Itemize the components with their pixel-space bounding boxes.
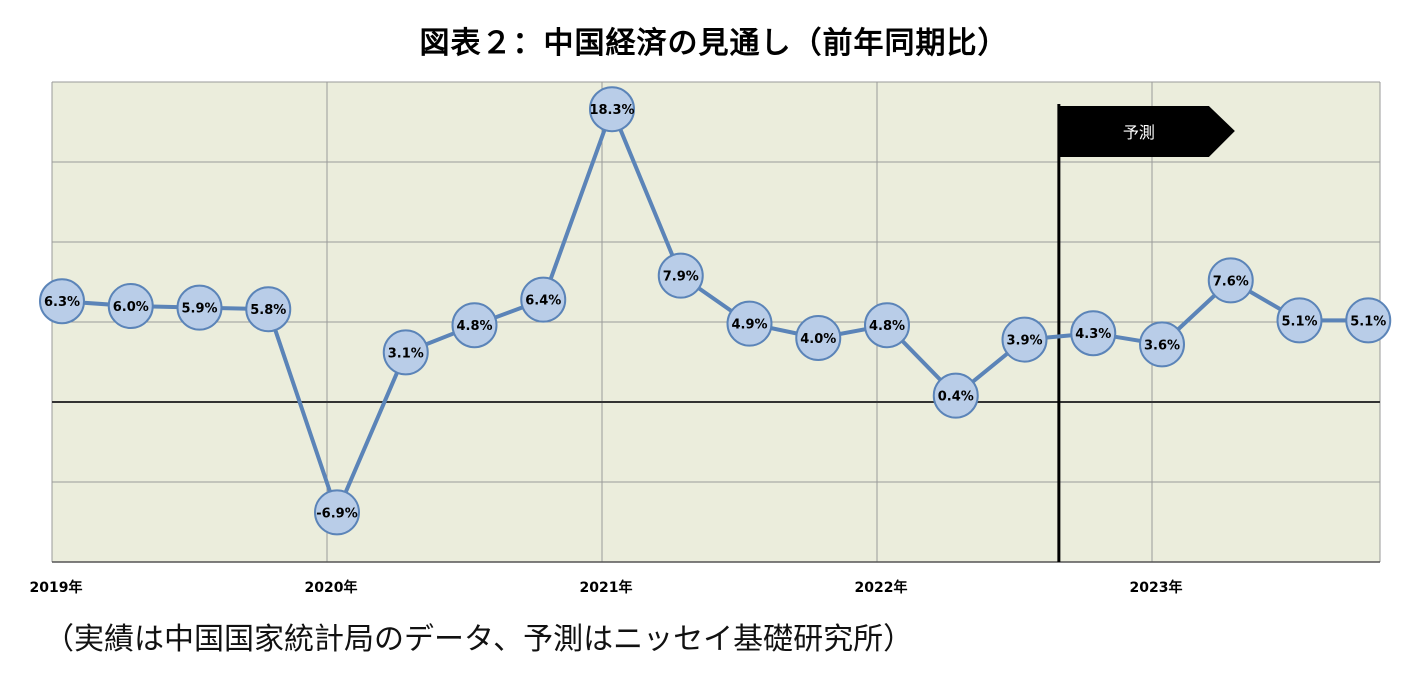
data-point: 4.9%	[726, 300, 773, 347]
data-point-marker	[589, 86, 635, 133]
data-point: 6.3%	[39, 278, 85, 325]
data-point: 3.1%	[382, 329, 429, 376]
data-point: 3.9%	[1001, 316, 1048, 363]
data-label: 5.8%	[250, 303, 286, 318]
data-label: 5.9%	[181, 302, 217, 317]
data-point: 4.0%	[795, 315, 842, 361]
data-label: 3.1%	[388, 346, 424, 361]
data-label: 6.4%	[525, 294, 561, 309]
data-point: 7.6%	[1207, 257, 1254, 304]
data-label: 4.0%	[800, 332, 836, 347]
data-point-marker	[657, 252, 704, 299]
data-label: 18.3%	[589, 103, 634, 118]
data-point-marker	[520, 276, 567, 323]
source-note: （実績は中国国家統計局のデータ、予測はニッセイ基礎研究所）	[44, 622, 914, 657]
data-point: 5.8%	[245, 286, 292, 333]
data-point-marker	[39, 278, 85, 325]
forecast-label: 予測	[1123, 123, 1155, 142]
data-point-marker	[1276, 297, 1323, 344]
x-tick-label: 2022年	[855, 579, 908, 596]
data-label: 6.0%	[113, 300, 149, 315]
data-label: 0.4%	[938, 390, 974, 405]
data-label: 3.9%	[1006, 334, 1042, 349]
data-label: 4.8%	[456, 319, 492, 334]
x-tick-label: 2021年	[580, 579, 633, 596]
x-tick-label: 2020年	[305, 579, 358, 596]
data-point: -6.9%	[314, 489, 360, 536]
x-axis: 2019年 2020年 2021年 2022年 2023年	[30, 579, 1183, 596]
data-point-marker	[314, 489, 360, 536]
data-point-marker	[864, 302, 910, 349]
data-label: 5.1%	[1350, 314, 1386, 329]
forecast-flag: 予測	[1057, 104, 1235, 562]
data-point-marker	[451, 302, 498, 349]
data-label: 7.6%	[1213, 274, 1249, 289]
data-point-marker	[795, 315, 842, 361]
data-label: 4.8%	[869, 319, 905, 334]
data-point-marker	[1207, 257, 1254, 304]
x-tick-label: 2019年	[30, 579, 83, 596]
data-point-marker	[1139, 321, 1185, 368]
x-tick-label: 2023年	[1130, 579, 1183, 596]
data-points: 6.3% 6.0% 5.9% 5.8% -6.9% 3.1% 4.8% 6.4% 18.3% 7.…	[39, 86, 1392, 536]
data-point-marker	[1070, 310, 1117, 357]
data-label: 5.1%	[1281, 314, 1317, 329]
data-point: 3.6%	[1139, 321, 1185, 368]
data-point: 6.4%	[520, 276, 567, 323]
data-point: 0.4%	[932, 372, 979, 419]
data-point-marker	[932, 372, 979, 419]
data-point-marker	[245, 286, 292, 333]
data-point-marker	[1345, 297, 1392, 344]
chart-title: 図表２：中国経済の見通し（前年同期比）	[419, 26, 1009, 61]
data-label: -6.9%	[316, 506, 357, 521]
data-label: 7.9%	[663, 270, 699, 285]
data-point: 5.1%	[1276, 297, 1323, 344]
data-point-marker	[726, 300, 773, 347]
forecast-banner	[1058, 106, 1235, 157]
data-label: 4.9%	[731, 318, 767, 333]
data-point: 5.9%	[176, 284, 223, 331]
data-point: 6.0%	[107, 283, 154, 329]
data-label: 6.3%	[44, 295, 80, 310]
data-point: 7.9%	[657, 252, 704, 299]
data-point-marker	[1001, 316, 1048, 363]
data-label: 3.6%	[1144, 338, 1180, 353]
data-point: 4.3%	[1070, 310, 1117, 357]
data-point-marker	[107, 283, 154, 329]
data-point-marker	[382, 329, 429, 376]
data-point: 5.1%	[1345, 297, 1392, 344]
data-point: 18.3%	[589, 86, 635, 133]
data-label: 4.3%	[1075, 327, 1111, 342]
data-point: 4.8%	[451, 302, 498, 349]
data-point: 4.8%	[864, 302, 910, 349]
data-point-marker	[176, 284, 223, 331]
